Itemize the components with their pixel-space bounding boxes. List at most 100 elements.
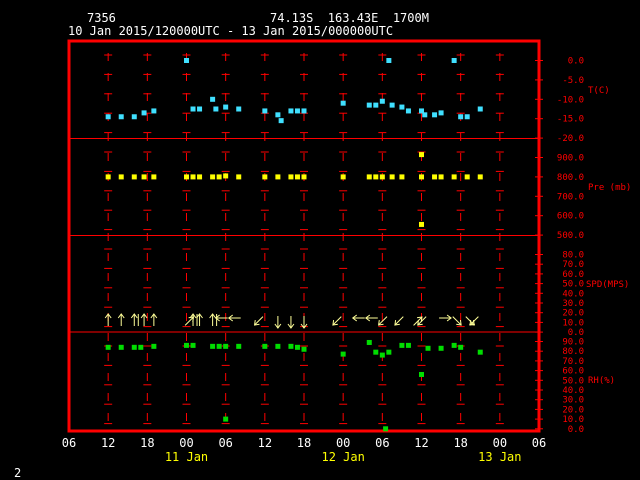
- x-tick-label: 12: [258, 436, 272, 450]
- temperature-point: [210, 96, 216, 102]
- humidity-point: [366, 339, 372, 345]
- temperature-point: [105, 114, 111, 120]
- humidity-point: [262, 343, 268, 349]
- wind-barb: [332, 316, 342, 326]
- pressure-point: [340, 174, 346, 180]
- temperature-point: [141, 110, 147, 116]
- wind-barb-head: [446, 314, 452, 322]
- wind-barb-head: [417, 320, 423, 326]
- y-tick-label: 40.0: [562, 386, 584, 396]
- y-tick-label: 80.0: [562, 347, 584, 357]
- panel-label-temperature: T(C): [588, 86, 610, 96]
- humidity-point: [425, 345, 431, 351]
- y-tick-label: 0.0: [568, 57, 584, 67]
- pressure-point: [118, 174, 124, 180]
- humidity-point: [138, 344, 144, 350]
- humidity-point: [294, 344, 300, 350]
- panel-label-pressure: Pre (mb): [588, 183, 631, 193]
- y-tick-label: -5.0: [562, 76, 584, 86]
- y-tick-label: 10.0: [562, 415, 584, 425]
- humidity-point: [405, 342, 411, 348]
- humidity-point: [151, 343, 157, 349]
- pressure-point: [190, 174, 196, 180]
- y-tick-label: 30.0: [562, 396, 584, 406]
- y-tick-label: 500.0: [557, 231, 584, 241]
- humidity-point: [379, 352, 385, 358]
- humidity-point: [477, 349, 483, 355]
- temperature-point: [458, 114, 464, 120]
- humidity-point: [386, 349, 392, 355]
- pressure-point: [366, 174, 372, 180]
- humidity-point: [301, 346, 307, 352]
- wind-barb-head: [394, 320, 400, 326]
- temperature-point: [389, 102, 395, 108]
- temperature-point: [373, 102, 379, 108]
- pressure-point: [223, 173, 229, 179]
- wind-barb-head: [469, 320, 475, 326]
- y-tick-label: 600.0: [557, 212, 584, 222]
- wind-barb-head: [214, 314, 220, 322]
- pressure-point: [105, 174, 111, 180]
- temperature-point: [379, 98, 385, 104]
- panel-label-humidity: RH(%): [588, 376, 615, 386]
- y-tick-label: 40.0: [562, 289, 584, 299]
- x-tick-label: 00: [493, 436, 507, 450]
- temperature-point: [432, 112, 438, 118]
- humidity-point: [216, 343, 222, 349]
- temperature-point: [213, 106, 219, 112]
- y-tick-label: 50.0: [562, 376, 584, 386]
- temperature-point: [262, 108, 268, 114]
- y-tick-label: 70.0: [562, 260, 584, 270]
- x-tick-label: 18: [453, 436, 467, 450]
- humidity-point: [223, 416, 229, 422]
- wind-barb-head: [364, 314, 371, 322]
- y-tick-label: -15.0: [557, 115, 584, 125]
- wind-barb-head: [417, 316, 423, 322]
- pressure-point: [294, 174, 300, 180]
- temperature-point: [190, 106, 196, 112]
- temperature-point: [236, 106, 242, 112]
- temperature-point: [422, 112, 428, 118]
- wind-barb-head: [227, 314, 234, 322]
- y-tick-label: 70.0: [562, 357, 584, 367]
- temperature-point: [340, 100, 346, 106]
- humidity-point: [451, 342, 457, 348]
- y-tick-label: 30.0: [562, 299, 584, 309]
- pressure-point: [419, 174, 424, 180]
- wind-barb: [184, 316, 194, 326]
- humidity-point: [210, 343, 216, 349]
- humidity-point: [131, 344, 137, 350]
- humidity-point: [399, 342, 405, 348]
- humidity-point: [275, 343, 281, 349]
- y-tick-label: -10.0: [557, 95, 584, 105]
- x-tick-label: 00: [179, 436, 193, 450]
- temperature-point: [419, 108, 424, 114]
- wind-barb-head: [274, 323, 282, 329]
- wind-barb-head: [189, 313, 197, 319]
- wind-barb-head: [456, 320, 462, 326]
- wind-barb-head: [378, 320, 384, 326]
- temperature-point: [301, 108, 307, 114]
- pressure-point: [432, 174, 438, 180]
- pressure-point: [399, 174, 405, 180]
- page-number: 2: [14, 466, 22, 480]
- pressure-point: [438, 174, 444, 180]
- y-tick-label: 900.0: [557, 154, 584, 164]
- humidity-point: [419, 371, 424, 377]
- pressure-point: [236, 174, 242, 180]
- y-tick-label: 80.0: [562, 251, 584, 261]
- wind-barb-head: [351, 314, 358, 322]
- pressure-point: [262, 174, 268, 180]
- pressure-point: [151, 174, 157, 180]
- x-tick-label: 00: [336, 436, 350, 450]
- pressure-point: [131, 174, 137, 180]
- temperature-point: [464, 114, 470, 120]
- wind-barb: [413, 316, 423, 326]
- wind-barb: [469, 316, 479, 326]
- wind-barb-head: [130, 313, 138, 319]
- x-tick-label: 18: [140, 436, 154, 450]
- wind-barb-head: [117, 313, 125, 319]
- temperature-point: [184, 58, 189, 63]
- temperature-point: [451, 58, 457, 63]
- wind-barb-head: [332, 320, 338, 326]
